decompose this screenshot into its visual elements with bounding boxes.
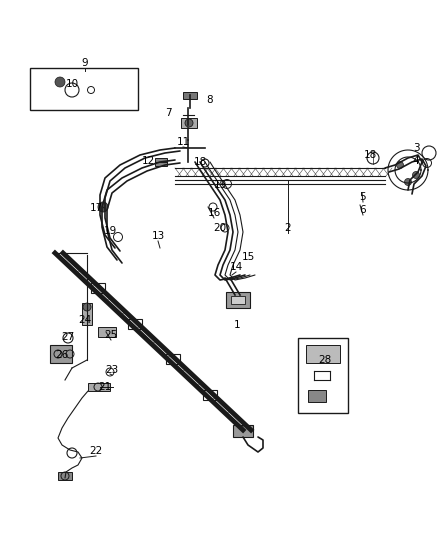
Bar	[128, 319, 142, 329]
Text: 13: 13	[152, 231, 165, 241]
Text: 3: 3	[413, 143, 419, 153]
Bar	[166, 354, 180, 364]
Bar	[308, 390, 326, 402]
Text: 17: 17	[89, 203, 102, 213]
Circle shape	[185, 119, 193, 127]
Bar	[231, 296, 245, 304]
Text: 20: 20	[213, 223, 226, 233]
Text: 18: 18	[193, 157, 207, 167]
Text: 6: 6	[360, 205, 366, 215]
Bar	[298, 338, 348, 413]
Text: 4: 4	[413, 156, 419, 166]
Bar	[82, 303, 92, 325]
Text: 26: 26	[55, 350, 69, 360]
Bar	[203, 390, 217, 400]
Text: 8: 8	[207, 95, 213, 105]
Bar	[58, 472, 72, 480]
Text: 25: 25	[104, 330, 118, 340]
Text: 27: 27	[61, 332, 74, 342]
Text: 19: 19	[213, 180, 226, 190]
Text: 18: 18	[364, 150, 377, 160]
Text: 23: 23	[106, 365, 119, 375]
Text: 11: 11	[177, 137, 190, 147]
Text: 2: 2	[285, 223, 291, 233]
Text: 7: 7	[165, 108, 171, 118]
Text: 12: 12	[141, 156, 155, 166]
Circle shape	[83, 303, 91, 311]
Bar	[155, 158, 167, 166]
Circle shape	[55, 77, 65, 87]
Bar	[181, 118, 197, 128]
Text: 10: 10	[65, 79, 78, 89]
Bar	[226, 292, 250, 308]
Bar	[50, 345, 72, 363]
Text: 15: 15	[241, 252, 254, 262]
Text: 19: 19	[103, 226, 117, 236]
Text: 28: 28	[318, 355, 332, 365]
Circle shape	[405, 179, 411, 185]
Bar	[233, 425, 253, 437]
Bar	[30, 68, 138, 110]
Text: 24: 24	[78, 315, 92, 325]
Text: 1: 1	[234, 320, 240, 330]
Circle shape	[413, 172, 420, 179]
Circle shape	[98, 202, 108, 212]
Text: 21: 21	[99, 382, 112, 392]
Text: 5: 5	[360, 192, 366, 202]
Text: 14: 14	[230, 262, 243, 272]
Bar	[98, 327, 116, 337]
Bar	[88, 383, 110, 391]
Bar	[91, 284, 105, 293]
Text: 22: 22	[89, 446, 102, 456]
Circle shape	[396, 161, 403, 168]
Text: 9: 9	[82, 58, 88, 68]
Text: 16: 16	[207, 208, 221, 218]
Bar	[183, 92, 197, 99]
Bar	[306, 345, 340, 363]
